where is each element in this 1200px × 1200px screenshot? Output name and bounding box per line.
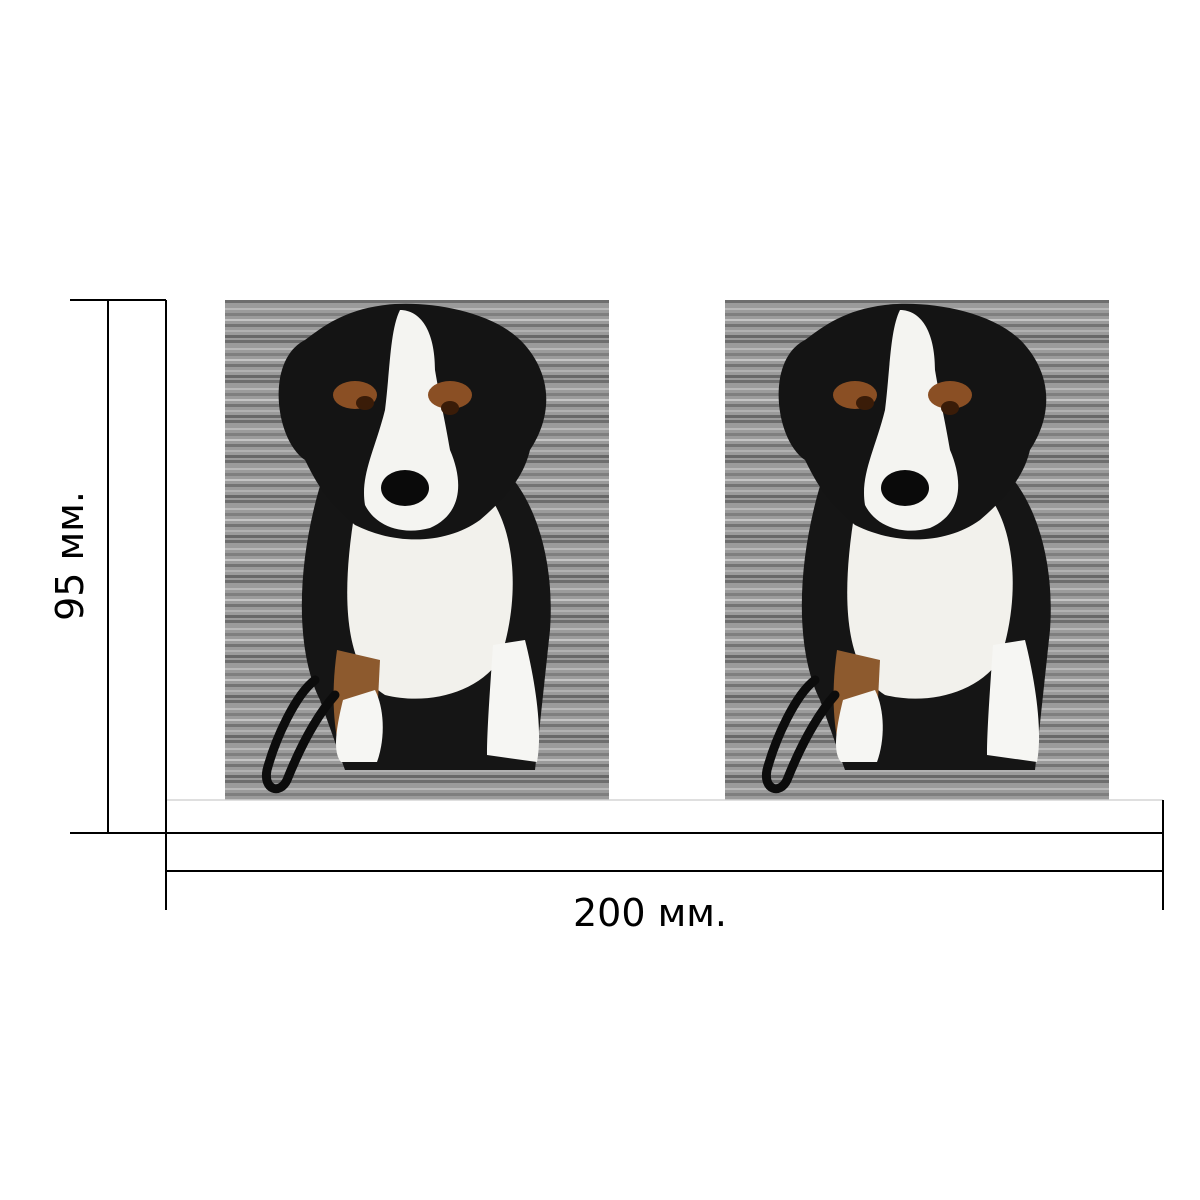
height-label: 95 мм. xyxy=(48,491,92,621)
width-label: 200 мм. xyxy=(572,891,728,935)
dog-photo-right xyxy=(725,300,1109,800)
dog-photo-left xyxy=(225,300,609,800)
dog-photo-icon xyxy=(725,300,1109,800)
width-dimension-line xyxy=(165,800,1164,910)
dog-photo-icon xyxy=(225,300,609,800)
height-dimension-line xyxy=(70,299,167,834)
